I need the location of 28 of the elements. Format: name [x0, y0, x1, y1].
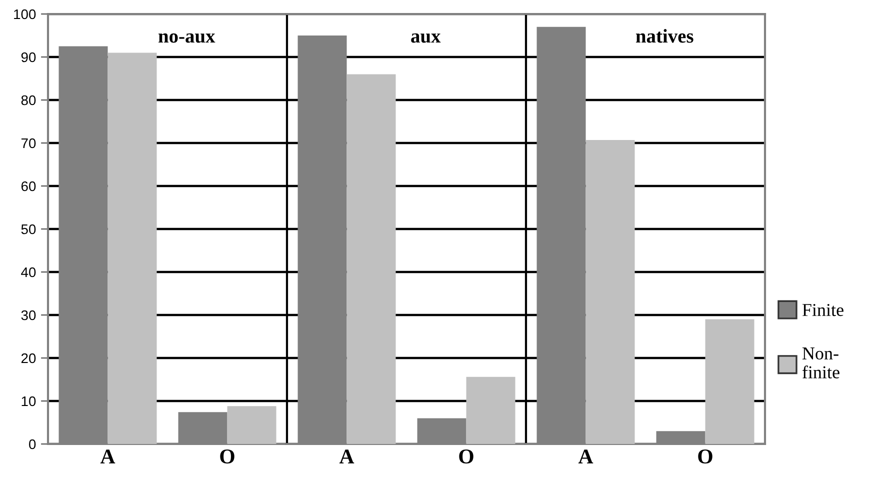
y-tick-label: 70 [21, 138, 36, 148]
y-tick-label: 100 [14, 9, 36, 20]
bar [227, 406, 276, 444]
y-tick-label: 50 [21, 224, 36, 234]
x-tick-label: A [339, 450, 354, 464]
y-tick-label: 20 [21, 353, 36, 364]
legend-label: Finite [802, 304, 844, 316]
y-tick-label: 60 [21, 181, 36, 192]
x-tick-label: O [459, 450, 474, 464]
bar [346, 74, 396, 444]
bar [705, 319, 754, 444]
text: aux [411, 33, 441, 43]
y-tick-label: 90 [21, 52, 36, 62]
x-tick-label: O [698, 450, 712, 464]
y-tick-label: 0 [29, 439, 36, 450]
y-tick-label: 30 [21, 310, 36, 320]
x-tick-label: O [220, 450, 234, 464]
y-tick-label: 80 [21, 95, 36, 106]
x-tick-label: A [578, 450, 594, 464]
x-tick-label: A [100, 450, 116, 464]
y-tick-label: 40 [21, 267, 36, 278]
bar [466, 376, 516, 444]
bar [586, 140, 635, 444]
text: no-aux [158, 33, 216, 43]
bar [108, 52, 157, 444]
y-tick-label: 10 [22, 396, 36, 406]
legend-label: Non-finite [802, 348, 840, 378]
text: natives [636, 29, 694, 43]
